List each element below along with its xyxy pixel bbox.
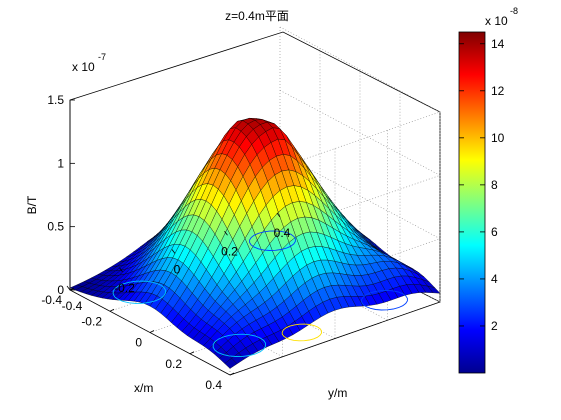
- z-axis-label: B/T: [25, 195, 39, 214]
- colorbar-tick-label: 2: [491, 319, 498, 333]
- y-tick-mark: [119, 267, 123, 272]
- grid-line: [229, 26, 441, 186]
- surface-mesh: [69, 118, 441, 369]
- x-tick-mark: [109, 308, 115, 312]
- contour-line: [281, 323, 322, 342]
- chart-title: z=0.4m平面: [225, 9, 289, 23]
- colorbar-tick-label: 8: [491, 178, 498, 192]
- z-axis-ticks: 0 0.5 1 1.5: [47, 93, 75, 297]
- y-tick-label: -0.2: [114, 281, 135, 295]
- y-tick-label: 0: [174, 263, 181, 277]
- y-axis-ticks: -0.4 -0.2 0 0.2 0.4: [62, 212, 291, 313]
- contour-line: [112, 280, 167, 304]
- z-exponent-power: -7: [98, 52, 106, 62]
- z-tick-label: 1.5: [47, 93, 64, 107]
- surface-cell: [224, 357, 238, 369]
- x-tick-label: -0.2: [81, 314, 102, 328]
- x-tick-label: 0.2: [165, 357, 182, 371]
- colorbar-gradient: [458, 31, 486, 374]
- colorbar: 2 4 6 8 10 12 14 x 10 -8: [458, 6, 518, 374]
- x-tick-label: 0.4: [205, 378, 222, 392]
- x-tick-mark: [149, 330, 155, 333]
- colorbar-tick-label: 10: [491, 131, 505, 145]
- x-axis-label: x/m: [134, 381, 153, 395]
- y-tick-mark: [66, 285, 71, 291]
- x-tick-mark: [69, 287, 75, 291]
- y-tick-mark: [276, 212, 281, 218]
- x-tick-label: -0.4: [41, 293, 62, 307]
- colorbar-exponent-base: x 10: [485, 14, 508, 28]
- y-tick-mark: [171, 249, 176, 254]
- grid-line: [229, 90, 441, 249]
- y-tick-label: 0.4: [274, 226, 291, 240]
- y-tick-label: 0.2: [221, 244, 238, 258]
- contour-line: [249, 230, 296, 251]
- colorbar-tick-label: 4: [491, 272, 498, 286]
- contour-line: [361, 289, 408, 311]
- colorbar-tick-label: 6: [491, 225, 498, 239]
- x-tick-mark: [229, 372, 235, 376]
- z-tick-label: 1: [57, 156, 64, 170]
- colorbar-tick-label: 12: [491, 84, 505, 98]
- x-axis-ticks: -0.4-0.200.20.4: [41, 287, 235, 392]
- y-tick-mark: [224, 231, 228, 236]
- colorbar-ticks: 2 4 6 8 10 12 14: [459, 37, 505, 333]
- contour-lines: [112, 230, 408, 357]
- contour-line: [212, 333, 267, 357]
- grid-line: [229, 153, 441, 312]
- colorbar-exponent-power: -8: [510, 6, 518, 16]
- x-tick-mark: [189, 351, 195, 355]
- y-tick-label: -0.4: [62, 299, 83, 313]
- z-tick-label: 0: [57, 283, 64, 297]
- colorbar-tick-label: 14: [491, 37, 505, 51]
- z-tick-label: 0.5: [47, 220, 64, 234]
- z-exponent-base: x 10: [72, 60, 95, 74]
- y-axis-label: y/m: [328, 386, 347, 400]
- x-tick-label: 0: [135, 336, 142, 350]
